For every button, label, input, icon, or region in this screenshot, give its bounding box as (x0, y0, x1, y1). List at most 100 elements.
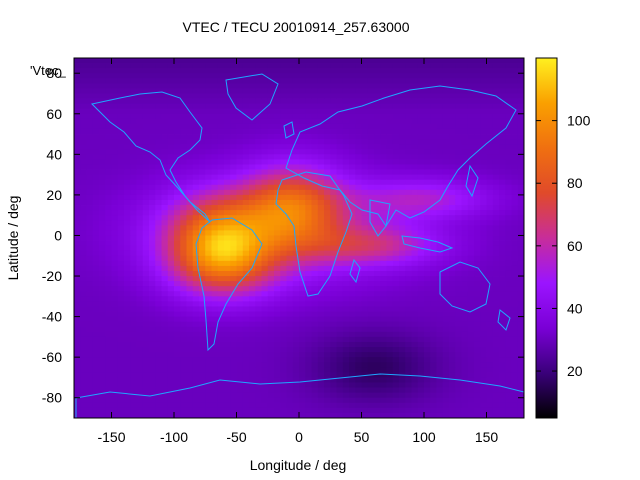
heatmap-cell (380, 230, 387, 236)
heatmap-cell (199, 326, 206, 333)
heatmap-cell (392, 164, 400, 170)
heatmap-cell (411, 235, 419, 241)
heatmap-cell (186, 68, 194, 74)
heatmap-cell (361, 225, 369, 231)
heatmap-cell (255, 382, 262, 388)
heatmap-cell (80, 149, 87, 155)
heatmap-cell (449, 194, 456, 201)
heatmap-cell (217, 88, 225, 94)
heatmap-cell (199, 397, 206, 404)
heatmap-cell (149, 326, 156, 333)
heatmap-cell (167, 250, 175, 257)
heatmap-cell (442, 336, 450, 343)
heatmap-cell (242, 387, 250, 394)
heatmap-cell (467, 397, 475, 404)
heatmap-cell (111, 189, 119, 196)
heatmap-cell (292, 230, 300, 236)
heatmap-cell (455, 98, 462, 105)
heatmap-cell (292, 83, 300, 89)
heatmap-cell (305, 301, 312, 307)
heatmap-cell (124, 270, 131, 277)
heatmap-cell (367, 159, 375, 165)
heatmap-cell (336, 377, 344, 383)
heatmap-cell (492, 63, 500, 69)
heatmap-cell (124, 139, 131, 145)
heatmap-cell (199, 103, 206, 110)
heatmap-cell (386, 159, 394, 165)
heatmap-cell (311, 134, 319, 140)
heatmap-cell (449, 286, 456, 292)
heatmap-cell (111, 113, 119, 120)
heatmap-cell (399, 397, 406, 404)
heatmap-cell (117, 225, 125, 231)
heatmap-cell (136, 83, 144, 89)
heatmap-cell (230, 352, 237, 358)
heatmap-cell (349, 357, 356, 363)
heatmap-cell (74, 210, 81, 216)
heatmap-cell (455, 235, 462, 241)
heatmap-cell (380, 321, 387, 328)
heatmap-cell (436, 73, 444, 79)
heatmap-cell (267, 194, 275, 201)
heatmap-cell (124, 230, 131, 236)
heatmap-cell (492, 220, 500, 226)
heatmap-cell (442, 321, 450, 328)
heatmap-cell (417, 367, 425, 373)
heatmap-cell (317, 291, 325, 297)
heatmap-cell (155, 250, 162, 257)
heatmap-cell (261, 372, 269, 378)
heatmap-cell (299, 260, 306, 267)
heatmap-cell (161, 336, 169, 343)
heatmap-cell (392, 179, 400, 186)
heatmap-cell (486, 159, 494, 165)
heatmap-cell (224, 397, 231, 404)
heatmap-cell (349, 255, 356, 262)
heatmap-cell (342, 387, 350, 394)
heatmap-cell (155, 88, 162, 94)
heatmap-cell (92, 265, 100, 272)
heatmap-cell (286, 235, 294, 241)
heatmap-cell (161, 174, 169, 181)
heatmap-cell (430, 164, 437, 170)
heatmap-cell (299, 347, 306, 353)
heatmap-cell (86, 316, 94, 323)
heatmap-cell (136, 210, 144, 216)
heatmap-cell (180, 255, 187, 262)
heatmap-cell (299, 159, 306, 165)
heatmap-cell (280, 260, 287, 267)
heatmap-cell (417, 73, 425, 79)
heatmap-cell (499, 392, 506, 399)
heatmap-cell (217, 103, 225, 110)
heatmap-cell (99, 78, 106, 84)
heatmap-cell (224, 270, 231, 277)
heatmap-cell (492, 260, 500, 267)
heatmap-cell (74, 225, 81, 231)
heatmap-cell (449, 220, 456, 226)
heatmap-cell (405, 321, 412, 328)
heatmap-cell (355, 296, 362, 302)
heatmap-cell (386, 103, 394, 110)
heatmap-cell (205, 179, 212, 186)
heatmap-cell (317, 347, 325, 353)
heatmap-cell (480, 230, 487, 236)
heatmap-cell (74, 93, 81, 99)
heatmap-cell (86, 306, 94, 312)
heatmap-cell (105, 250, 112, 257)
heatmap-cell (261, 321, 269, 328)
heatmap-cell (180, 250, 187, 257)
heatmap-cell (124, 301, 131, 307)
heatmap-cell (424, 341, 431, 348)
heatmap-cell (267, 83, 275, 89)
heatmap-cell (136, 347, 144, 353)
heatmap-cell (461, 199, 469, 206)
heatmap-cell (130, 88, 137, 94)
heatmap-cell (492, 134, 500, 140)
heatmap-cell (80, 199, 87, 206)
heatmap-cell (361, 301, 369, 307)
heatmap-cell (217, 245, 225, 252)
heatmap-cell (399, 103, 406, 110)
heatmap-cell (405, 103, 412, 110)
heatmap-cell (317, 301, 325, 307)
heatmap-cell (336, 230, 344, 236)
heatmap-cell (111, 245, 119, 252)
